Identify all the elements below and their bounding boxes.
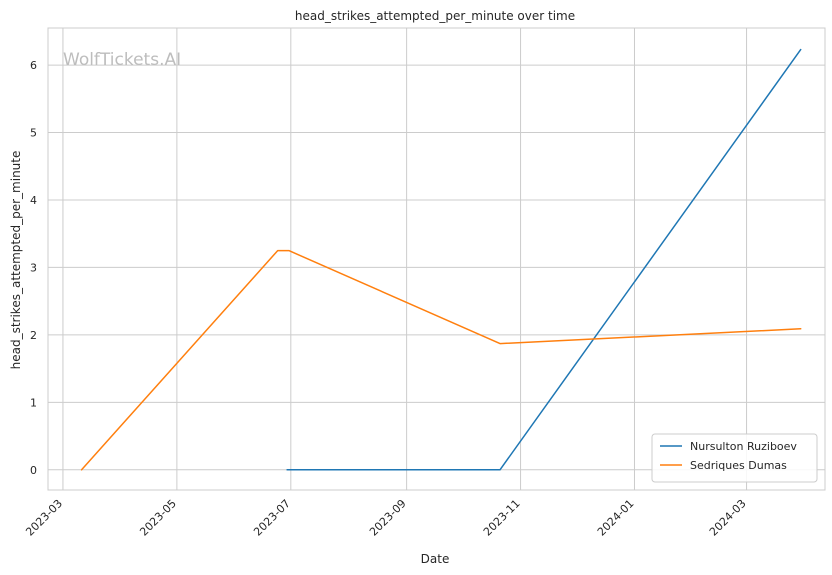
y-tick-label: 1 (30, 396, 37, 409)
y-tick-label: 2 (30, 329, 37, 342)
series-line (286, 48, 802, 471)
y-tick-label: 3 (30, 261, 37, 274)
legend-label: Nursulton Ruziboev (690, 440, 797, 453)
series-line (80, 249, 802, 471)
x-tick-label: 2023-11 (481, 497, 523, 539)
x-tick-label: 2023-07 (251, 497, 293, 539)
x-tick-label: 2023-05 (137, 497, 179, 539)
y-tick-label: 0 (30, 464, 37, 477)
y-axis-label: head_strikes_attempted_per_minute (9, 151, 23, 370)
y-axis-ticks: 0 1 2 3 4 5 6 (30, 59, 37, 477)
y-tick-label: 6 (30, 59, 37, 72)
series-lines (80, 48, 802, 471)
watermark-text: WolfTickets.AI (63, 50, 181, 70)
legend: Nursulton Ruziboev Sedriques Dumas (651, 433, 818, 483)
grid (48, 28, 825, 490)
x-axis-ticks: 2023-03 2023-05 2023-07 2023-09 2023-11 2024-… (23, 497, 748, 539)
y-tick-label: 4 (30, 194, 37, 207)
legend-label: Sedriques Dumas (690, 459, 787, 472)
x-tick-label: 2023-03 (23, 497, 65, 539)
x-tick-label: 2023-09 (367, 497, 409, 539)
plot-area (47, 27, 826, 491)
x-tick-label: 2024-01 (595, 497, 637, 539)
y-tick-label: 5 (30, 127, 37, 140)
chart-title: head_strikes_attempted_per_minute over t… (295, 9, 575, 23)
x-tick-label: 2024-03 (707, 497, 749, 539)
x-axis-label: Date (421, 552, 450, 566)
legend-box (651, 433, 818, 483)
